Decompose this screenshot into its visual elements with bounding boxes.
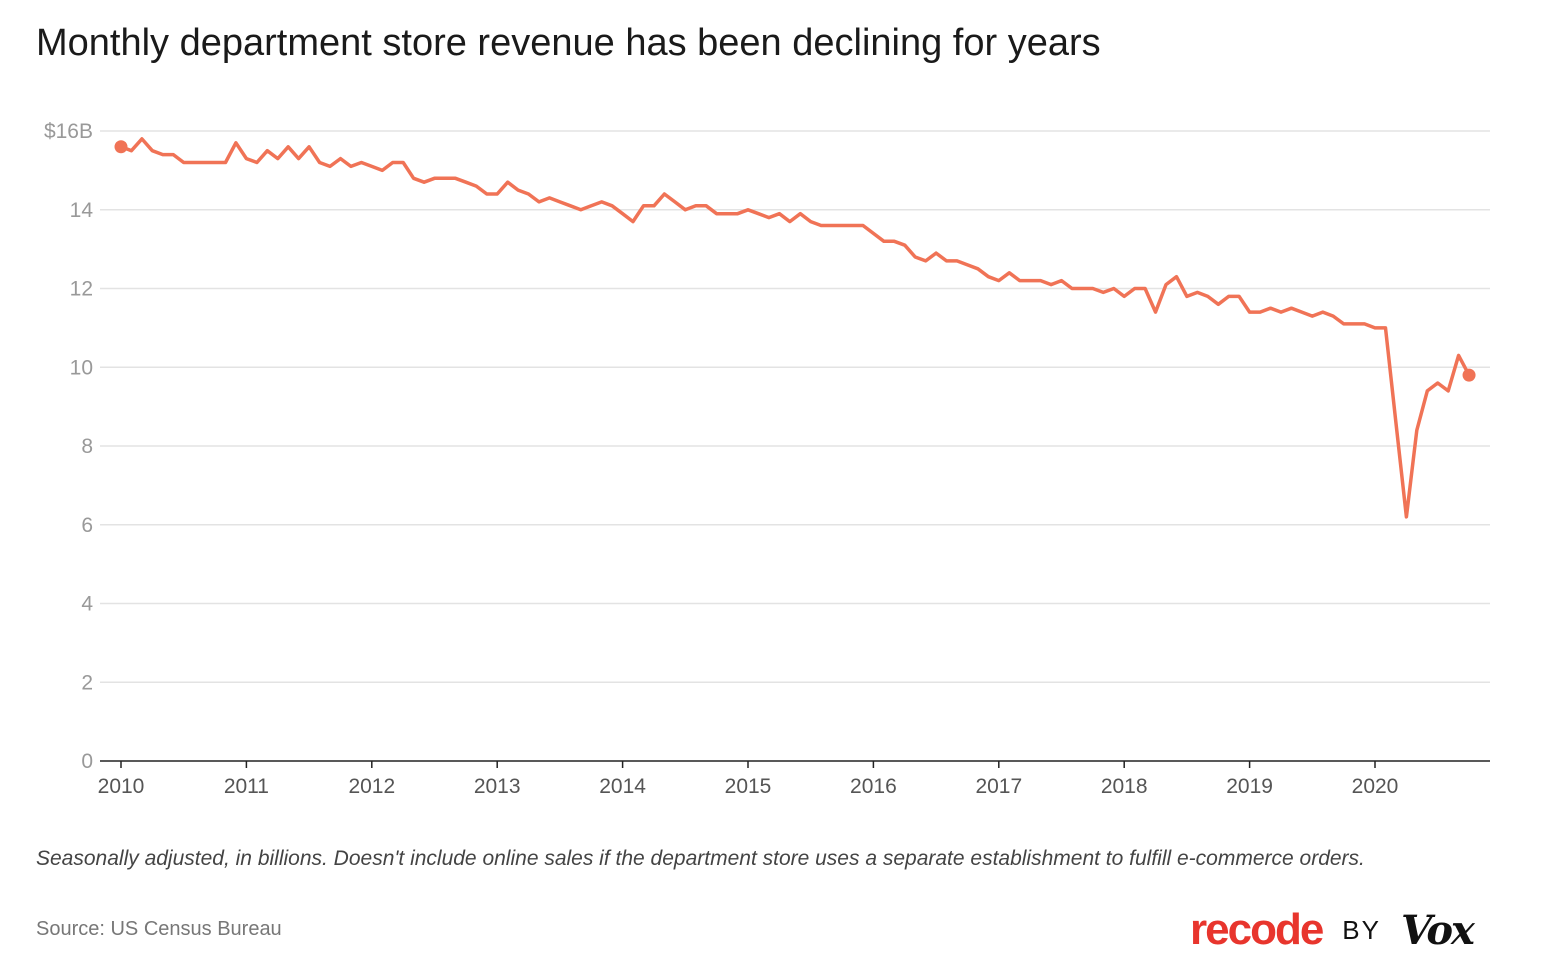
y-axis-ticks: 0 2 4 6 8 10 12 14 $16B [44,120,93,773]
source-note: Source: US Census Bureau [36,918,282,940]
x-tick-label: 2014 [599,775,646,798]
x-axis-ticks: 2010 2011 2012 2013 2014 2015 2016 2017 2018 2019… [98,761,1399,798]
x-tick-label: 2011 [224,775,269,798]
recode-by-vox-logo: recode BY Vox [1190,905,1475,955]
y-tick-label: 10 [70,356,93,379]
x-tick-label: 2010 [98,775,145,798]
y-tick-label: 6 [81,514,93,537]
x-tick-label: 2013 [474,775,521,798]
by-text: BY [1342,914,1381,945]
y-tick-label: 4 [81,593,93,616]
x-tick-label: 2012 [348,775,395,798]
end-point-marker [1462,368,1476,382]
y-tick-label: 0 [81,750,93,773]
series-line [120,137,1471,519]
line-chart: 0 2 4 6 8 10 12 14 $16B 2010 2011 2012 2013 2014 2015… [44,120,1490,798]
chart-title: Monthly department store revenue has bee… [36,22,1101,64]
x-tick-label: 2015 [725,775,772,798]
x-tick-label: 2016 [850,775,897,798]
recode-wordmark: recode [1190,905,1324,954]
y-tick-label: 12 [70,278,93,301]
x-tick-label: 2019 [1226,775,1273,798]
footnote: Seasonally adjusted, in billions. Doesn'… [36,847,1365,870]
y-tick-label: $16B [44,120,93,143]
y-tick-label: 2 [81,671,93,694]
y-tick-label: 8 [81,435,93,458]
gridlines [100,130,1490,762]
x-tick-label: 2018 [1101,775,1148,798]
y-tick-label: 14 [70,199,94,222]
start-point-marker [114,140,128,154]
endpoint-markers [114,140,1476,382]
vox-wordmark: Vox [1400,906,1475,954]
x-tick-label: 2020 [1352,775,1399,798]
x-tick-label: 2017 [975,775,1022,798]
